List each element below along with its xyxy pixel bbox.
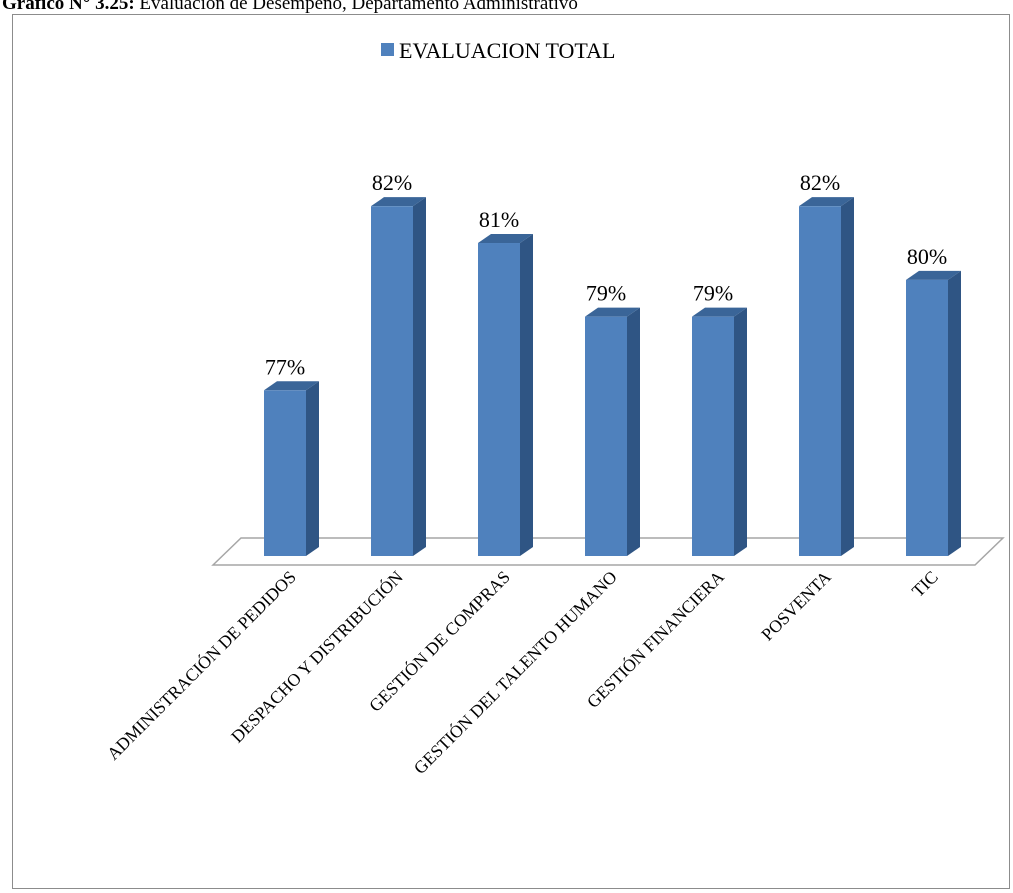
bar-front [692,316,734,556]
bar-front [585,316,627,556]
data-label: 77% [265,354,305,379]
bar [799,197,854,556]
category-label: TIC [908,567,942,601]
legend-swatch [381,43,394,56]
bar [585,307,640,556]
bar [906,270,961,556]
bar-top [799,197,854,207]
bar-front [264,390,306,556]
category-label: ADMINISTRACIÓN DE PEDIDOS [103,567,300,764]
bar-front [478,243,520,556]
bars-group [264,197,961,556]
data-label: 80% [907,244,947,269]
caption-text: Evaluación de Desempeño, Departamento Ad… [134,0,578,14]
bar-side [627,307,640,556]
bar-side [734,307,747,556]
chart-frame [12,14,1010,889]
figure-caption: Gráfico N° 3.25: Evaluación de Desempeño… [2,0,578,14]
legend: EVALUACION TOTAL [381,38,615,63]
category-label: DESPACHO Y DISTRIBUCIÓN [227,566,407,746]
data-label: 82% [800,170,840,195]
legend-label: EVALUACION TOTAL [399,38,615,63]
bar-side [306,381,319,556]
data-label: 79% [693,281,733,306]
bar-side [520,234,533,556]
bar-front [906,279,948,556]
bar [264,381,319,556]
bar-top [264,381,319,391]
category-label: POSVENTA [757,566,835,644]
caption-prefix: Gráfico N° 3.25: [2,0,135,14]
value-labels-group: 77% 82% 81% 79% 79% 82% 80% [265,170,947,379]
bar [371,197,426,556]
bar-side [948,270,961,556]
bar-front [371,206,413,556]
bar-top [585,307,640,317]
bar-side [413,197,426,556]
bar-side [841,197,854,556]
bar-front [799,206,841,556]
bar-top [692,307,747,317]
bar-top [371,197,426,207]
data-label: 81% [479,207,519,232]
bar [478,234,533,556]
bar-top [478,234,533,244]
bar [692,307,747,556]
bar-top [906,270,961,280]
data-label: 82% [372,170,412,195]
data-label: 79% [586,281,626,306]
category-label: GESTIÓN DEL TALENTO HUMANO [410,567,621,778]
